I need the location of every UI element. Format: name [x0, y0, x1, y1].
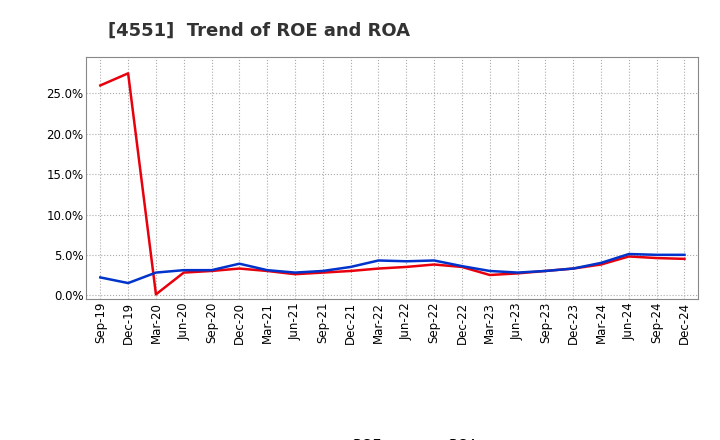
- Text: [4551]  Trend of ROE and ROA: [4551] Trend of ROE and ROA: [108, 22, 410, 40]
- Legend: ROE, ROA: ROE, ROA: [301, 432, 484, 440]
